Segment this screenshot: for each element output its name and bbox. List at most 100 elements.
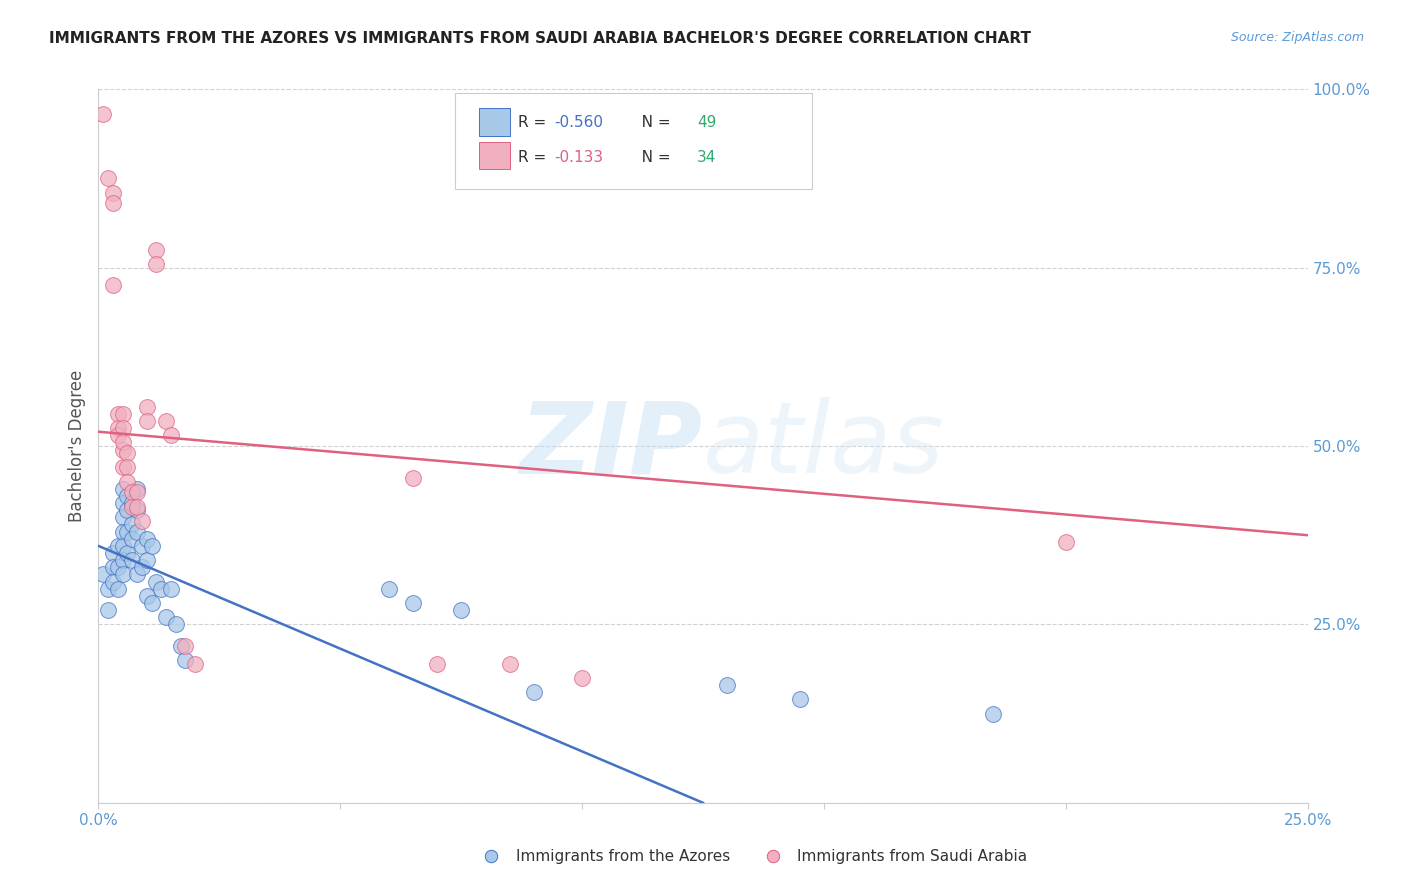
- Point: [111, 524, 134, 539]
- Point: [160, 582, 183, 596]
- Point: [107, 539, 129, 553]
- Point: [135, 532, 157, 546]
- Text: IMMIGRANTS FROM THE AZORES VS IMMIGRANTS FROM SAUDI ARABIA BACHELOR'S DEGREE COR: IMMIGRANTS FROM THE AZORES VS IMMIGRANTS…: [49, 31, 1031, 46]
- Point: [117, 503, 139, 517]
- Point: [135, 400, 157, 414]
- Point: [101, 546, 124, 560]
- Point: [91, 567, 114, 582]
- Point: [174, 653, 197, 667]
- Point: [131, 539, 153, 553]
- Point: [117, 546, 139, 560]
- Text: R =: R =: [517, 150, 551, 165]
- Point: [150, 582, 173, 596]
- Point: [101, 196, 124, 211]
- Point: [121, 485, 143, 500]
- Text: N =: N =: [627, 150, 675, 165]
- Point: [127, 503, 149, 517]
- Point: [145, 574, 167, 589]
- Text: atlas: atlas: [703, 398, 945, 494]
- Point: [121, 496, 143, 510]
- FancyBboxPatch shape: [479, 109, 509, 136]
- Point: [101, 278, 124, 293]
- Point: [97, 582, 120, 596]
- Point: [111, 553, 134, 567]
- Point: [117, 446, 139, 460]
- Point: [145, 243, 167, 257]
- Point: [97, 171, 120, 186]
- Point: [127, 500, 149, 514]
- Point: [111, 567, 134, 582]
- Point: [117, 524, 139, 539]
- Point: [117, 460, 139, 475]
- Point: [107, 560, 129, 574]
- Point: [111, 496, 134, 510]
- Point: [127, 524, 149, 539]
- Point: [169, 639, 191, 653]
- Text: Immigrants from the Azores: Immigrants from the Azores: [516, 849, 730, 863]
- Point: [121, 553, 143, 567]
- Point: [450, 603, 472, 617]
- Point: [111, 435, 134, 450]
- Point: [571, 671, 593, 685]
- Point: [135, 553, 157, 567]
- Point: [131, 560, 153, 574]
- Point: [111, 482, 134, 496]
- Point: [131, 514, 153, 528]
- Point: [107, 428, 129, 442]
- Point: [402, 471, 425, 485]
- Text: Source: ZipAtlas.com: Source: ZipAtlas.com: [1230, 31, 1364, 45]
- Point: [101, 560, 124, 574]
- Point: [135, 589, 157, 603]
- Point: [498, 657, 520, 671]
- Point: [141, 539, 163, 553]
- Point: [121, 517, 143, 532]
- Point: [174, 639, 197, 653]
- Point: [97, 603, 120, 617]
- Point: [117, 475, 139, 489]
- Point: [402, 596, 425, 610]
- Point: [1054, 535, 1077, 549]
- Point: [160, 428, 183, 442]
- Point: [165, 617, 187, 632]
- Point: [426, 657, 449, 671]
- Point: [523, 685, 546, 699]
- Point: [101, 574, 124, 589]
- Point: [981, 706, 1004, 721]
- Point: [127, 482, 149, 496]
- Text: 34: 34: [697, 150, 716, 165]
- Text: -0.560: -0.560: [554, 115, 603, 130]
- Text: Immigrants from Saudi Arabia: Immigrants from Saudi Arabia: [797, 849, 1028, 863]
- Point: [121, 532, 143, 546]
- Point: [107, 407, 129, 421]
- Point: [111, 421, 134, 435]
- FancyBboxPatch shape: [456, 93, 811, 189]
- Point: [111, 442, 134, 457]
- Point: [107, 421, 129, 435]
- Point: [91, 107, 114, 121]
- Point: [135, 414, 157, 428]
- Point: [107, 582, 129, 596]
- Text: ZIP: ZIP: [520, 398, 703, 494]
- Point: [145, 257, 167, 271]
- FancyBboxPatch shape: [479, 142, 509, 169]
- Point: [101, 186, 124, 200]
- Point: [141, 596, 163, 610]
- Text: 49: 49: [697, 115, 716, 130]
- Y-axis label: Bachelor's Degree: Bachelor's Degree: [67, 370, 86, 522]
- Text: -0.133: -0.133: [554, 150, 603, 165]
- Point: [377, 582, 399, 596]
- Point: [789, 692, 811, 706]
- Point: [111, 407, 134, 421]
- Point: [155, 610, 177, 624]
- Text: R =: R =: [517, 115, 551, 130]
- Point: [716, 678, 738, 692]
- Point: [117, 489, 139, 503]
- Point: [111, 539, 134, 553]
- Point: [127, 485, 149, 500]
- Point: [184, 657, 207, 671]
- Point: [121, 500, 143, 514]
- Text: N =: N =: [627, 115, 675, 130]
- Point: [155, 414, 177, 428]
- Point: [111, 510, 134, 524]
- Point: [111, 460, 134, 475]
